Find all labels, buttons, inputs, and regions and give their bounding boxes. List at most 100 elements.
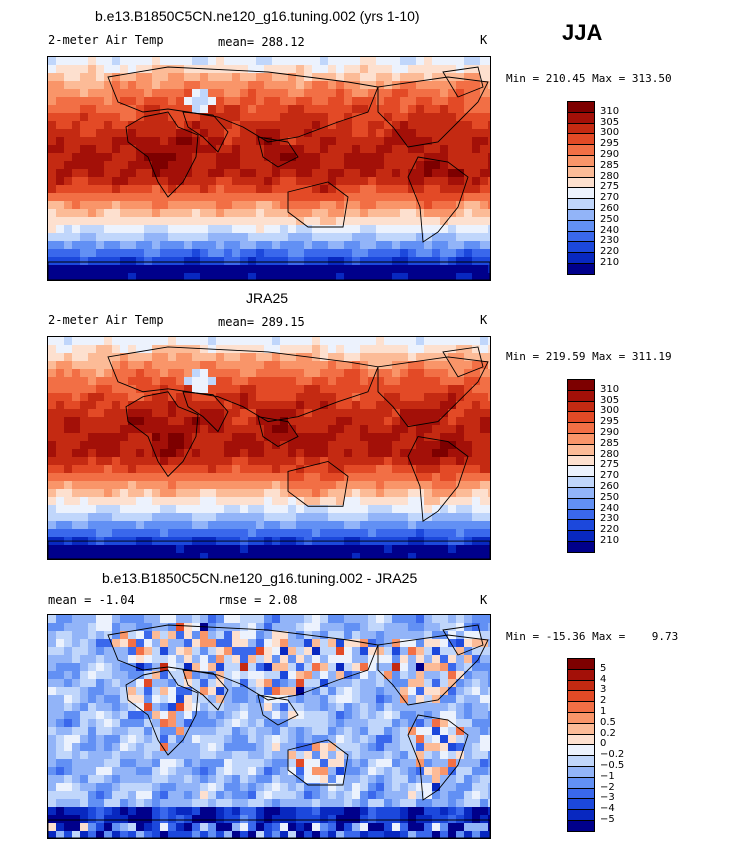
- field-cell: [456, 113, 465, 122]
- coastline: [182, 391, 229, 433]
- field-cell: [304, 441, 313, 450]
- field-cell: [440, 425, 449, 434]
- field-cell: [448, 711, 457, 720]
- field-cell: [352, 241, 361, 250]
- field-cell: [344, 831, 353, 838]
- field-cell: [304, 169, 313, 178]
- field-cell: [152, 233, 161, 242]
- field-cell: [136, 529, 145, 538]
- field-cell: [184, 497, 193, 506]
- field-cell: [288, 497, 297, 506]
- field-cell: [240, 655, 249, 664]
- field-cell: [96, 655, 105, 664]
- field-cell: [328, 615, 337, 624]
- field-cell: [80, 449, 89, 458]
- field-cell: [88, 759, 97, 768]
- field-cell: [56, 89, 65, 98]
- field-cell: [304, 655, 313, 664]
- field-cell: [152, 225, 161, 234]
- field-cell: [304, 385, 313, 394]
- field-cell: [448, 145, 457, 154]
- field-cell: [136, 217, 145, 226]
- field-cell: [328, 735, 337, 744]
- field-cell: [368, 73, 377, 82]
- field-cell: [104, 687, 113, 696]
- field-cell: [360, 505, 369, 514]
- field-cell: [136, 719, 145, 728]
- field-cell: [360, 521, 369, 530]
- field-cell: [120, 417, 129, 426]
- field-cell: [72, 743, 81, 752]
- field-cell: [440, 145, 449, 154]
- field-cell: [80, 409, 89, 418]
- field-cell: [352, 385, 361, 394]
- field-cell: [208, 505, 217, 514]
- field-cell: [240, 767, 249, 776]
- field-cell: [224, 361, 233, 370]
- field-cell: [440, 241, 449, 250]
- field-cell: [464, 65, 473, 74]
- field-cell: [280, 767, 289, 776]
- field-cell: [248, 73, 257, 82]
- field-cell: [240, 553, 249, 559]
- field-cell: [416, 369, 425, 378]
- field-cell: [152, 521, 161, 530]
- field-cell: [376, 815, 385, 824]
- field-cell: [408, 417, 417, 426]
- field-cell: [352, 687, 361, 696]
- field-cell: [312, 145, 321, 154]
- field-cell: [200, 169, 209, 178]
- field-cell: [144, 727, 153, 736]
- field-cell: [392, 529, 401, 538]
- field-cell: [384, 345, 393, 354]
- field-cell: [312, 449, 321, 458]
- field-cell: [440, 743, 449, 752]
- field-cell: [456, 823, 465, 832]
- field-cell: [168, 273, 177, 280]
- field-cell: [176, 345, 185, 354]
- field-cell: [456, 759, 465, 768]
- field-cell: [376, 679, 385, 688]
- field-cell: [440, 695, 449, 704]
- field-cell: [240, 233, 249, 242]
- field-cell: [264, 361, 273, 370]
- field-cell: [344, 815, 353, 824]
- field-cell: [264, 807, 273, 816]
- field-cell: [296, 97, 305, 106]
- field-cell: [328, 265, 337, 274]
- field-cell: [192, 113, 201, 122]
- field-cell: [296, 687, 305, 696]
- field-cell: [232, 663, 241, 672]
- field-cell: [232, 623, 241, 632]
- field-cell: [128, 719, 137, 728]
- field-cell: [344, 529, 353, 538]
- field-cell: [200, 647, 209, 656]
- field-cell: [304, 529, 313, 538]
- field-cell: [424, 767, 433, 776]
- field-cell: [336, 345, 345, 354]
- field-cell: [128, 545, 137, 554]
- field-cell: [480, 433, 489, 442]
- field-cell: [120, 369, 129, 378]
- field-cell: [264, 377, 273, 386]
- field-cell: [248, 521, 257, 530]
- field-cell: [392, 249, 401, 258]
- field-cell: [136, 727, 145, 736]
- field-cell: [456, 369, 465, 378]
- field-cell: [216, 783, 225, 792]
- field-cell: [96, 553, 105, 559]
- field-cell: [392, 465, 401, 474]
- field-cell: [472, 65, 481, 74]
- field-cell: [336, 361, 345, 370]
- field-cell: [56, 807, 65, 816]
- field-cell: [368, 57, 377, 66]
- field-cell: [296, 57, 305, 66]
- field-cell: [368, 337, 377, 346]
- field-cell: [152, 615, 161, 624]
- field-cell: [240, 193, 249, 202]
- field-cell: [352, 65, 361, 74]
- field-cell: [64, 417, 73, 426]
- field-cell: [464, 457, 473, 466]
- field-cell: [104, 695, 113, 704]
- field-cell: [488, 743, 490, 752]
